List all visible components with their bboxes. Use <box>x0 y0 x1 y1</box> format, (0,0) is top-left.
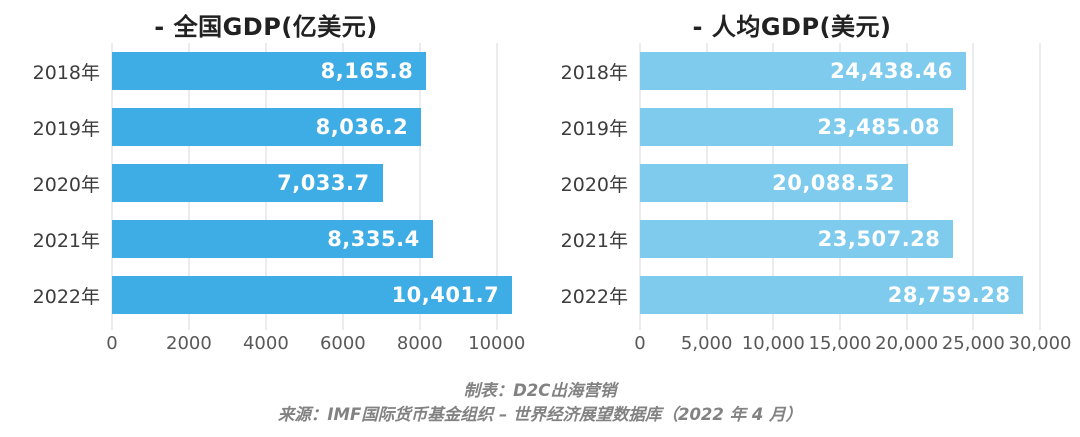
bar-row: 23,507.28 <box>640 211 1040 267</box>
bar-row: 24,438.46 <box>640 43 1040 99</box>
x-axis-tick-label: 15,000 <box>808 333 872 354</box>
x-axis-tick-label: 5,000 <box>680 333 733 354</box>
x-axis-tick-label: 30,000 <box>1008 333 1072 354</box>
footer-source: 来源：IMF国际货币基金组织 – 世界经济展望数据库（2022 年 4 月） <box>277 404 803 424</box>
x-axis-tick-label: 4000 <box>242 333 289 354</box>
bar-value-label: 8,036.2 <box>315 115 409 139</box>
bar-value-label: 23,485.08 <box>817 115 941 139</box>
x-axis-tick-label: 6000 <box>319 333 366 354</box>
x-axis-labels: 0 5,000 10,000 15,000 20,000 25,000 30,000 <box>634 323 1071 359</box>
x-axis-spacer <box>544 323 640 359</box>
bar: 7,033.7 <box>112 164 383 202</box>
bar-row: 7,033.7 <box>112 155 516 211</box>
y-axis-label: 2018年 <box>560 61 628 84</box>
x-axis-tick-label: 8000 <box>396 333 443 354</box>
per-capita-gdp-chart-title: - 人均GDP(美元) <box>692 13 892 41</box>
bar-value-label: 24,438.46 <box>830 59 953 83</box>
y-axis-label: 2021年 <box>32 229 100 252</box>
bar-value-label: 10,401.7 <box>391 283 500 307</box>
bar-value-label: 28,759.28 <box>887 283 1011 307</box>
y-axis-label: 2021年 <box>560 229 628 252</box>
gridline <box>496 43 498 330</box>
x-axis: 0 5,000 10,000 15,000 20,000 25,000 30,000 <box>544 323 1071 359</box>
y-axis-label: 2019年 <box>32 117 100 140</box>
x-axis-tick-label: 10,000 <box>741 333 805 354</box>
y-axis-labels: 2018年 2019年 2020年 2021年 2022年 <box>544 43 640 323</box>
footer-credit: 制表：D2C出海营销 <box>463 381 617 400</box>
x-axis-tick-label: 0 <box>634 333 646 354</box>
y-axis-label: 2020年 <box>560 173 628 196</box>
bar-row: 8,165.8 <box>112 43 516 99</box>
bar: 8,165.8 <box>112 52 427 90</box>
bar: 10,401.7 <box>112 276 513 314</box>
bar-value-label: 7,033.7 <box>277 171 370 195</box>
x-axis-spacer <box>16 323 112 359</box>
charts-container: - 全国GDP(亿美元) 2018年 2019年 2020年 2021年 2022年 8… <box>0 0 1080 359</box>
bar-value-label: 8,335.4 <box>327 227 420 251</box>
x-axis-labels: 0 2000 4000 6000 8000 10000 <box>106 323 525 359</box>
bar: 23,507.28 <box>640 220 954 258</box>
gridline <box>972 43 974 330</box>
bar-value-label: 23,507.28 <box>817 227 941 251</box>
bar: 20,088.52 <box>640 164 908 202</box>
bar-row: 20,088.52 <box>640 155 1040 211</box>
national-gdp-plot-body: 2018年 2019年 2020年 2021年 2022年 8,165.8 8,036.2… <box>16 43 516 330</box>
bar-value-label: 8,165.8 <box>320 59 414 83</box>
y-axis-label: 2019年 <box>560 117 628 140</box>
plot-area: 8,165.8 8,036.2 7,033.7 8,335.4 10,401.7 <box>111 43 516 330</box>
bar-row: 8,335.4 <box>112 211 516 267</box>
y-axis-labels: 2018年 2019年 2020年 2021年 2022年 <box>16 43 112 323</box>
x-axis: 0 2000 4000 6000 8000 10000 <box>16 323 525 359</box>
bar: 24,438.46 <box>640 52 966 90</box>
bar-row: 10,401.7 <box>112 267 516 323</box>
figure-footer: 制表：D2C出海营销 来源：IMF国际货币基金组织 – 世界经济展望数据库（20… <box>0 379 1080 427</box>
y-axis-label: 2018年 <box>32 61 100 84</box>
per-capita-gdp-plot-body: 2018年 2019年 2020年 2021年 2022年 24,438.46 23,48… <box>544 43 1041 330</box>
y-axis-label: 2020年 <box>32 173 100 196</box>
bar-row: 23,485.08 <box>640 99 1040 155</box>
y-axis-label: 2022年 <box>32 285 100 308</box>
plot-area: 24,438.46 23,485.08 20,088.52 23,507.28 28,7… <box>639 43 1041 330</box>
bar-rows: 24,438.46 23,485.08 20,088.52 23,507.28 28,7… <box>640 43 1040 323</box>
bar-row: 8,036.2 <box>112 99 516 155</box>
national-gdp-chart: - 全国GDP(亿美元) 2018年 2019年 2020年 2021年 2022年 8… <box>0 0 540 359</box>
x-axis-tick-label: 10000 <box>468 333 526 354</box>
bar: 8,036.2 <box>112 108 422 146</box>
y-axis-label: 2022年 <box>560 285 628 308</box>
x-axis-tick-label: 2000 <box>166 333 212 354</box>
bar-value-label: 20,088.52 <box>772 171 895 195</box>
x-axis-tick-label: 0 <box>106 333 118 354</box>
national-gdp-chart-title: - 全国GDP(亿美元) <box>154 13 378 41</box>
gridline <box>419 43 421 330</box>
gridline <box>1039 43 1041 330</box>
bar-rows: 8,165.8 8,036.2 7,033.7 8,335.4 10,401.7 <box>112 43 516 323</box>
x-axis-tick-label: 25,000 <box>941 333 1005 354</box>
bar: 23,485.08 <box>640 108 954 146</box>
bar-row: 28,759.28 <box>640 267 1040 323</box>
bar: 28,759.28 <box>640 276 1024 314</box>
x-axis-tick-label: 20,000 <box>875 333 939 354</box>
bar: 8,335.4 <box>112 220 433 258</box>
per-capita-gdp-chart: - 人均GDP(美元) 2018年 2019年 2020年 2021年 2022年 24… <box>540 0 1080 359</box>
